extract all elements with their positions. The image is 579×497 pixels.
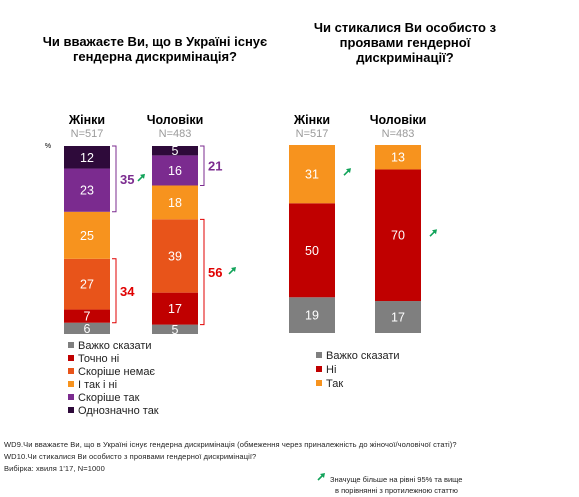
chart2-data-label: 50 [305, 244, 319, 258]
chart1-legend-label: Однозначно так [78, 405, 159, 417]
chart1-bracket-no-men [200, 218, 205, 326]
chart1-net-label: 34 [120, 284, 135, 299]
chart1-net-label: 56 [208, 265, 222, 280]
significance-note-line2: в порівнянні з протилежною статтю [335, 486, 458, 495]
chart2-bar-segment [289, 203, 335, 298]
chart2-bar-segment [289, 297, 335, 333]
footnote-sample: Вибірка: хвиля 1'17, N=1000 [4, 464, 105, 473]
chart2-legend-label: Ні [326, 364, 336, 376]
chart1-legend-swatch [68, 381, 74, 387]
chart2-category-label: Жінки [293, 113, 330, 127]
chart1-legend-swatch [68, 368, 74, 374]
chart1-bracket-no-women [112, 258, 117, 324]
chart1-data-label: 39 [168, 249, 182, 263]
chart1-bar-segment [64, 168, 110, 212]
chart1-data-label: 5 [172, 144, 179, 158]
footnote-q2: WD10.Чи стикалися Ви особисто з проявами… [4, 452, 257, 461]
footnote-q1: WD9.Чи вважаєте Ви, що в Україні існує г… [4, 440, 457, 449]
chart2-bar-segment [375, 145, 421, 170]
chart1-data-label: 6 [84, 322, 91, 336]
chart2-legend-swatch [316, 380, 322, 386]
chart1-net-label: 21 [208, 159, 222, 174]
chart2-bar-segment [375, 301, 421, 333]
chart1-sample-size: N=483 [159, 128, 192, 140]
chart2-data-label: 70 [391, 229, 405, 243]
chart2-data-label: 31 [305, 168, 319, 182]
chart1-legend-swatch [68, 394, 74, 400]
chart1-data-label: 27 [80, 278, 94, 292]
chart2-sample-size: N=483 [382, 128, 415, 140]
chart1-data-label: 5 [172, 323, 179, 337]
chart1-bar-segment [64, 309, 110, 323]
chart1-bar-segment [152, 146, 198, 156]
chart2-data-label: 19 [305, 309, 319, 323]
chart1-data-label: 16 [168, 164, 182, 178]
chart1-bar-segment [64, 322, 110, 334]
chart1-significance-arrow-icon [137, 173, 145, 182]
chart2-significance-arrow-icon [343, 168, 351, 176]
chart1-bar-segment [152, 292, 198, 325]
chart1-data-label: 25 [80, 229, 94, 243]
chart1-bar-segment [152, 324, 198, 334]
chart1-legend-label: Важко сказати [78, 340, 152, 352]
chart1-legend-swatch [68, 342, 74, 348]
chart2-legend-label: Так [326, 378, 343, 390]
chart1-bar-segment [64, 211, 110, 259]
chart1-bracket-yes-women [112, 145, 117, 213]
chart1-legend-swatch [68, 355, 74, 361]
chart1-net-label: 35 [120, 172, 134, 187]
chart1-bar-segment [152, 155, 198, 186]
significance-note-arrow-icon [317, 473, 325, 481]
chart1-bracket-yes-men [200, 145, 205, 186]
chart1-data-label: 23 [80, 184, 94, 198]
chart1-category-label: Жінки [68, 113, 105, 127]
chart2-significance-arrow-icon [429, 229, 437, 237]
chart1-bar-segment [64, 146, 110, 169]
unit-label: % [45, 143, 51, 150]
chart1-significance-arrow-icon [228, 266, 236, 275]
chart1-data-label: 18 [168, 196, 182, 210]
chart2-bar-segment [375, 169, 421, 302]
chart1-legend-label: Скоріше немає [78, 366, 155, 378]
chart2-legend-swatch [316, 352, 322, 358]
chart1-legend-label: Точно ні [78, 353, 119, 365]
chart1-legend-swatch [68, 407, 74, 413]
chart1-bar-segment [152, 219, 198, 293]
chart1-bar-segment [64, 258, 110, 310]
chart1-bar-segment [152, 185, 198, 220]
chart2-data-label: 17 [391, 311, 405, 325]
chart2-data-label: 13 [391, 151, 405, 165]
chart1-legend-label: І так і ні [78, 379, 117, 391]
chart1-category-label: Чоловіки [147, 113, 204, 127]
chart1-data-label: 12 [80, 151, 94, 165]
significance-note-line1: Значуще більше на рівні 95% та вище [330, 475, 463, 484]
chart1-data-label: 17 [168, 302, 182, 316]
chart2-sample-size: N=517 [296, 128, 329, 140]
chart1-title: Чи вважаєте Ви, що в Україні існує генде… [42, 34, 268, 64]
chart2-category-label: Чоловіки [370, 113, 427, 127]
chart2-title: Чи стикалися Ви особисто з проявами генд… [313, 20, 497, 65]
chart1-sample-size: N=517 [71, 128, 104, 140]
chart2-legend-swatch [316, 366, 322, 372]
chart1-data-label: 7 [84, 310, 91, 324]
chart2-bar-segment [289, 145, 335, 204]
chart2-legend-label: Важко сказати [326, 350, 400, 362]
chart1-legend-label: Скоріше так [78, 392, 140, 404]
